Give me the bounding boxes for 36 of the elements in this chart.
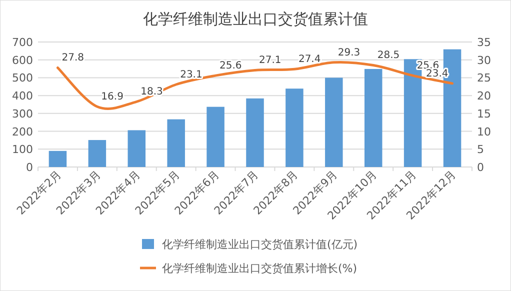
- y-tick-label: 0: [26, 161, 33, 174]
- data-label: 29.3: [338, 47, 360, 58]
- y-tick-label: 300: [12, 107, 33, 120]
- bar: [246, 98, 264, 167]
- bar: [167, 119, 185, 167]
- data-label: 27.1: [259, 55, 282, 66]
- y-tick-label: 200: [12, 125, 33, 138]
- legend-label: 化学纤维制造业出口交货值累计值(亿元): [162, 238, 358, 251]
- y2-tick-label: 35: [477, 36, 491, 49]
- chart-title: 化学纤维制造业出口交货值累计值: [143, 10, 368, 28]
- y-tick-label: 500: [12, 72, 33, 85]
- y-tick-label: 700: [12, 36, 33, 49]
- data-label: 16.9: [101, 92, 124, 103]
- y-tick-label: 100: [12, 143, 33, 156]
- y2-tick-label: 5: [477, 143, 484, 156]
- bar: [206, 106, 224, 167]
- y2-tick-label: 15: [477, 107, 491, 120]
- y2-tick-label: 10: [477, 125, 491, 138]
- data-label: 27.4: [298, 54, 321, 66]
- data-label: 25.6: [220, 60, 242, 72]
- legend-label: 化学纤维制造业出口交货值累计增长(%): [162, 262, 358, 275]
- data-label: 23.1: [180, 70, 202, 80]
- y2-tick-label: 30: [477, 54, 491, 67]
- bar: [128, 130, 146, 167]
- data-label: 28.5: [377, 50, 400, 62]
- bar: [286, 88, 304, 167]
- y2-tick-label: 0: [477, 161, 484, 174]
- y-tick-label: 600: [12, 54, 33, 67]
- bar: [48, 150, 67, 167]
- bar: [364, 68, 382, 167]
- bar: [88, 140, 106, 167]
- y2-tick-label: 25: [477, 72, 491, 85]
- y2-tick-label: 20: [477, 90, 491, 103]
- y-tick-label: 400: [12, 90, 33, 103]
- bar: [325, 78, 343, 167]
- data-label: 27.8: [62, 52, 84, 64]
